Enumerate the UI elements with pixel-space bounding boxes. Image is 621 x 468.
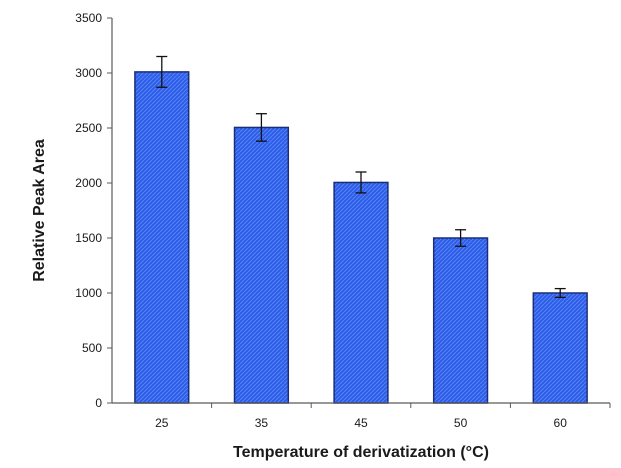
x-tick-label: 35 (255, 416, 269, 430)
y-tick-label: 3000 (75, 66, 102, 80)
y-tick-label: 500 (82, 341, 102, 355)
bar-60 (532, 292, 588, 404)
bars (134, 71, 588, 404)
y-tick-label: 0 (95, 396, 102, 410)
x-tick-label: 60 (554, 416, 568, 430)
y-tick-label: 3500 (75, 11, 102, 25)
y-tick-label: 2500 (75, 121, 102, 135)
bar-50 (432, 237, 489, 404)
bar-45 (333, 181, 389, 404)
y-axis-ticks: 0 500 1000 1500 2000 2500 3000 3500 (75, 11, 112, 410)
error-bars (156, 55, 566, 299)
x-tick-label: 25 (155, 416, 169, 430)
y-axis-title: Relative Peak Area (31, 139, 48, 282)
x-tick-label: 50 (454, 416, 468, 430)
y-tick-label: 1000 (75, 286, 102, 300)
bar-25 (134, 71, 190, 404)
x-axis-title: Temperature of derivatization (°C) (233, 444, 489, 461)
x-axis-ticks: 25 35 45 50 60 (155, 403, 611, 430)
y-tick-label: 2000 (75, 176, 102, 190)
y-tick-label: 1500 (75, 231, 102, 245)
bar-35 (233, 126, 290, 404)
x-tick-label: 45 (354, 416, 368, 430)
